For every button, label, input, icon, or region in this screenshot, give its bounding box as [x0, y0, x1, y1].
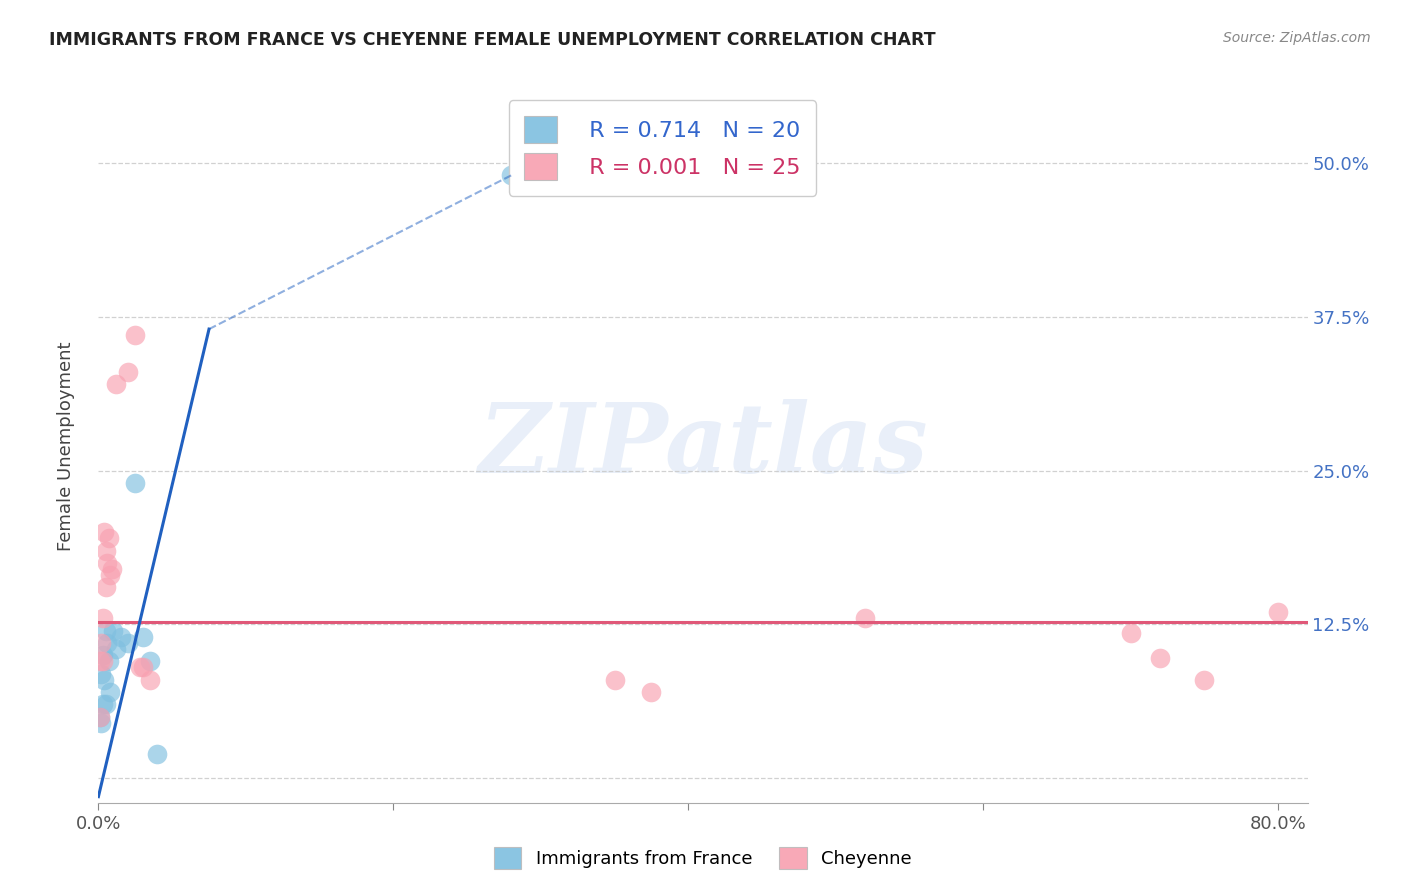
Point	[93, 525, 115, 540]
Point	[640, 685, 662, 699]
Point	[91, 654, 114, 668]
Point	[105, 642, 128, 657]
Point	[1149, 650, 1171, 665]
Point	[89, 654, 111, 668]
Point	[139, 673, 162, 687]
Point	[139, 654, 162, 668]
Point	[96, 636, 118, 650]
Point	[91, 611, 114, 625]
Point	[101, 624, 124, 638]
Y-axis label: Female Unemployment: Female Unemployment	[56, 342, 75, 550]
Point	[501, 169, 523, 183]
Point	[98, 568, 121, 582]
Point	[117, 365, 139, 379]
Point	[94, 698, 117, 712]
Point	[97, 654, 120, 668]
Point	[1267, 605, 1289, 619]
Point	[1194, 673, 1216, 687]
Point	[97, 531, 120, 545]
Point	[124, 328, 146, 343]
Point	[89, 709, 111, 723]
Point	[146, 747, 169, 761]
Point	[124, 475, 146, 490]
Point	[96, 556, 118, 570]
Point	[91, 698, 114, 712]
Point	[117, 636, 139, 650]
Point	[94, 624, 117, 638]
Point	[100, 562, 122, 576]
Point	[94, 543, 117, 558]
Point	[128, 660, 150, 674]
Point	[105, 377, 128, 392]
Point	[90, 715, 112, 730]
Text: IMMIGRANTS FROM FRANCE VS CHEYENNE FEMALE UNEMPLOYMENT CORRELATION CHART: IMMIGRANTS FROM FRANCE VS CHEYENNE FEMAL…	[49, 31, 936, 49]
Point	[110, 630, 132, 644]
Point	[93, 673, 115, 687]
Legend: Immigrants from France, Cheyenne: Immigrants from France, Cheyenne	[486, 839, 920, 876]
Point	[94, 581, 117, 595]
Text: ZIPatlas: ZIPatlas	[478, 399, 928, 493]
Point	[98, 685, 121, 699]
Point	[90, 636, 112, 650]
Text: Source: ZipAtlas.com: Source: ZipAtlas.com	[1223, 31, 1371, 45]
Point	[89, 709, 111, 723]
Point	[131, 630, 153, 644]
Point	[853, 611, 876, 625]
Point	[90, 666, 112, 681]
Point	[1119, 626, 1142, 640]
Point	[603, 673, 626, 687]
Point	[131, 660, 153, 674]
Point	[91, 648, 114, 662]
